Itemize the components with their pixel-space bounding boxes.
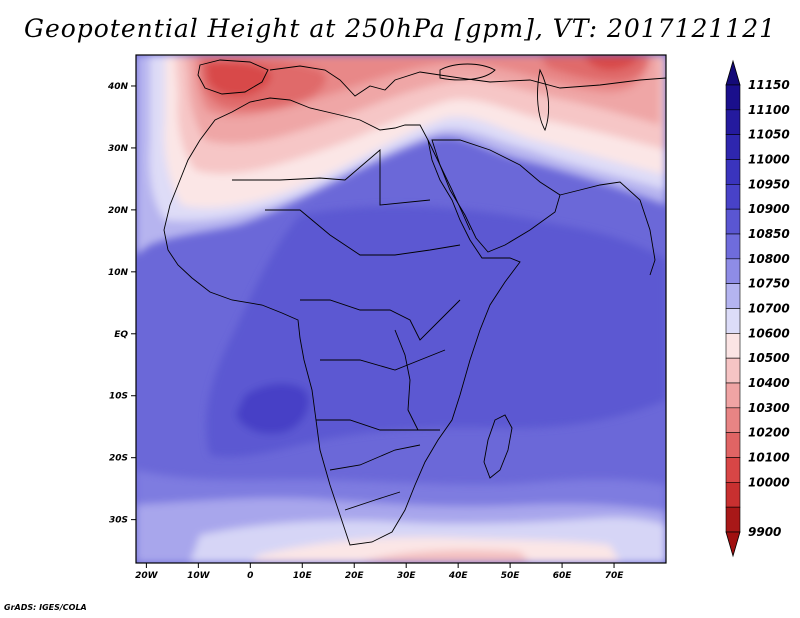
colorbar-swatch bbox=[725, 159, 741, 185]
colorbar: 11150 11100 11050 11000 10950 10900 10850 10800… bbox=[725, 59, 790, 558]
colorbar-label: 10700 bbox=[748, 302, 790, 316]
lat-tick-label: 20N bbox=[108, 206, 129, 216]
colorbar-swatch bbox=[725, 208, 741, 235]
colorbar-label: 10800 bbox=[748, 252, 790, 266]
map-title: Geopotential Height at 250hPa [gpm], VT:… bbox=[23, 14, 777, 43]
plot-frame bbox=[135, 54, 667, 564]
coastlines bbox=[163, 59, 666, 546]
colorbar-label: 11050 bbox=[748, 128, 790, 142]
colorbar-label: 11000 bbox=[748, 153, 790, 167]
colorbar-swatch bbox=[725, 506, 741, 533]
colorbar-swatch bbox=[725, 333, 741, 359]
lat-tick-label: 30S bbox=[109, 516, 128, 526]
colorbar-label: 11150 bbox=[748, 78, 790, 92]
lat-tick-label: 30N bbox=[108, 144, 129, 154]
colorbar-swatch bbox=[725, 233, 741, 260]
colorbar-swatch bbox=[725, 407, 741, 433]
credit-label: GrADS: IGES/COLA bbox=[4, 603, 87, 612]
colorbar-label: 10900 bbox=[748, 202, 790, 216]
colorbar-swatch bbox=[725, 109, 741, 135]
colorbar-swatch bbox=[725, 457, 741, 483]
colorbar-swatch bbox=[725, 482, 741, 508]
colorbar-label: 10500 bbox=[748, 351, 790, 365]
colorbar-label: 10400 bbox=[748, 376, 790, 390]
colorbar-swatch bbox=[725, 84, 741, 111]
colorbar-label: 10100 bbox=[748, 451, 790, 465]
lon-tick-label: 70E bbox=[605, 571, 625, 581]
colorbar-label: 10600 bbox=[748, 326, 790, 340]
colorbar-swatch bbox=[725, 308, 741, 334]
colorbar-bottom-arrow bbox=[725, 531, 741, 558]
colorbar-label: 10000 bbox=[748, 475, 790, 489]
colorbar-label: 9900 bbox=[748, 525, 781, 539]
lat-tick-label: EQ bbox=[114, 330, 128, 340]
lon-tick-label: 50E bbox=[501, 571, 521, 581]
lon-tick-label: 10E bbox=[293, 571, 313, 581]
latitude-axis: 40N 30N 20N 10N EQ 10S 20S 30S bbox=[107, 82, 136, 526]
colorbar-swatch bbox=[725, 357, 741, 384]
lon-tick-label: 60E bbox=[553, 571, 573, 581]
colorbar-top-arrow bbox=[725, 59, 741, 86]
lat-tick-label: 10N bbox=[108, 268, 129, 278]
colorbar-label: 10850 bbox=[748, 227, 790, 241]
lon-tick-label: 20W bbox=[135, 571, 159, 581]
lon-tick-label: 0 bbox=[247, 571, 253, 581]
lat-tick-label: 40N bbox=[107, 82, 129, 92]
colorbar-label: 10950 bbox=[748, 177, 790, 191]
colorbar-swatch bbox=[725, 432, 741, 458]
height-field bbox=[136, 55, 666, 563]
lon-tick-label: 20E bbox=[345, 571, 365, 581]
colorbar-label: 10300 bbox=[748, 401, 790, 415]
colorbar-swatch bbox=[725, 283, 741, 309]
colorbar-swatch bbox=[725, 184, 741, 210]
colorbar-swatch bbox=[725, 134, 741, 160]
colorbar-label: 10200 bbox=[748, 426, 790, 440]
lat-tick-label: 20S bbox=[109, 454, 128, 464]
longitude-axis: 20W 10W 0 10E 20E 30E 40E 50E 60E 70E bbox=[135, 563, 624, 581]
lat-tick-label: 10S bbox=[109, 392, 128, 402]
colorbar-swatch bbox=[725, 258, 741, 284]
colorbar-swatch bbox=[725, 382, 741, 409]
lon-tick-label: 10W bbox=[187, 571, 211, 581]
colorbar-label: 11100 bbox=[748, 103, 790, 117]
lon-tick-label: 40E bbox=[448, 571, 469, 581]
lon-tick-label: 30E bbox=[397, 571, 417, 581]
colorbar-label: 10750 bbox=[748, 277, 790, 291]
